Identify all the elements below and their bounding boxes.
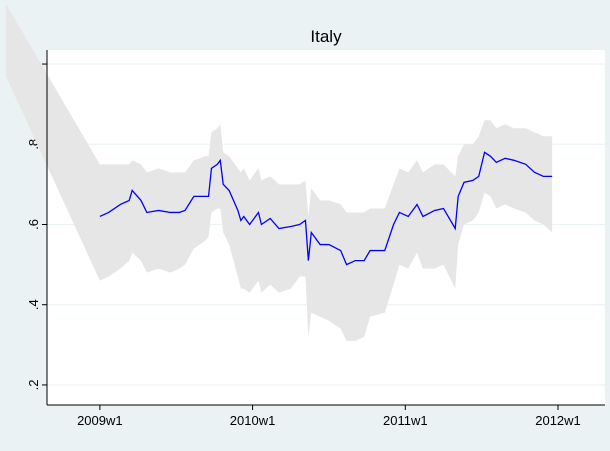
y-tick-label: .6 bbox=[26, 219, 41, 230]
x-tick-label: 2012w1 bbox=[535, 413, 581, 428]
line bbox=[99, 151, 553, 266]
y-tick-label: .4 bbox=[26, 299, 41, 310]
x-tick-label: 2010w1 bbox=[230, 413, 276, 428]
confidence-band bbox=[5, 3, 553, 341]
y-tick-label: .8 bbox=[26, 139, 41, 150]
x-tick-label: 2009w1 bbox=[77, 413, 123, 428]
chart-title: Italy bbox=[310, 27, 342, 46]
y-tick-label: .2 bbox=[26, 380, 41, 391]
x-tick-label: 2011w1 bbox=[383, 413, 428, 428]
